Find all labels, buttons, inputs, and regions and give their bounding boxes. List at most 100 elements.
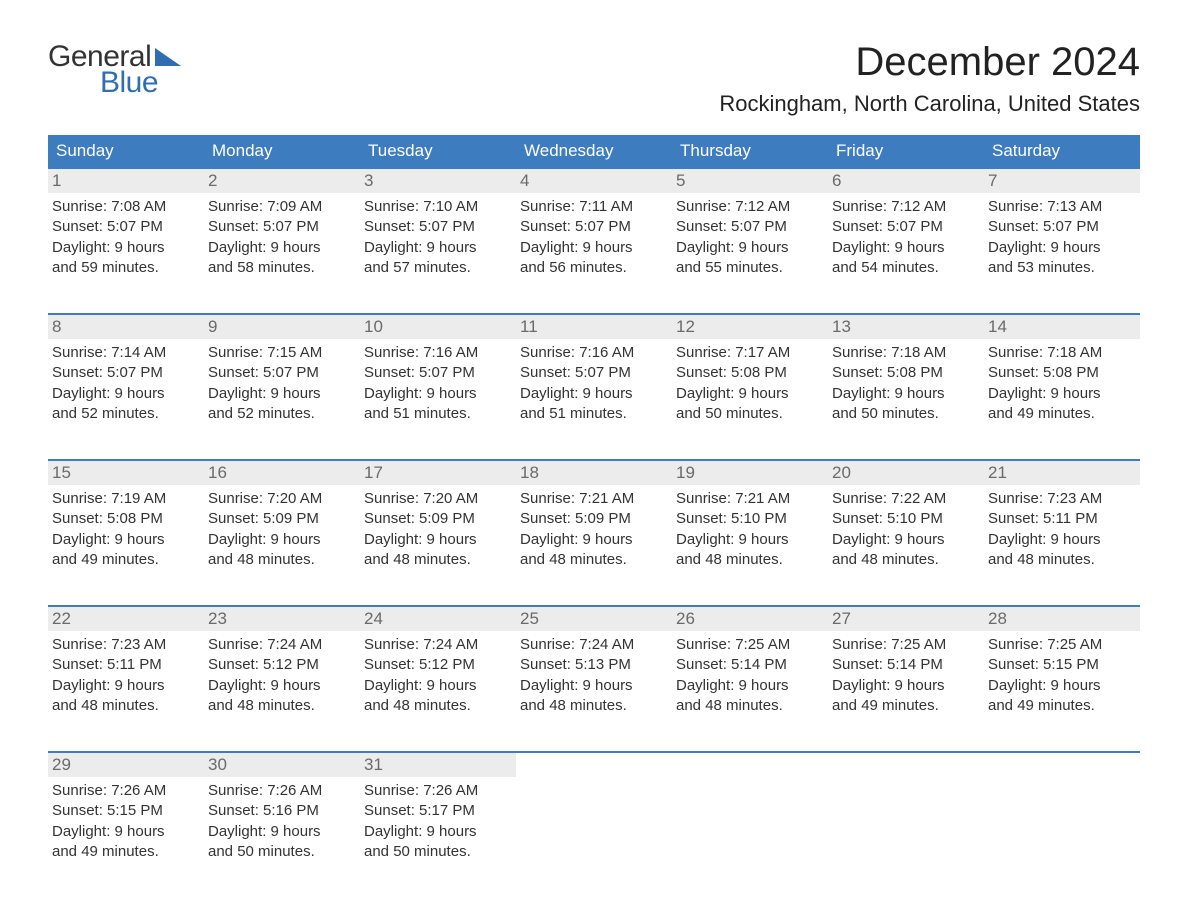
day-day2: and 48 minutes.	[676, 550, 824, 570]
day-sunrise: Sunrise: 7:25 AM	[832, 635, 980, 655]
day-day1: Daylight: 9 hours	[520, 384, 668, 404]
weeks-container: 1Sunrise: 7:08 AMSunset: 5:07 PMDaylight…	[48, 167, 1140, 879]
day-sunset: Sunset: 5:08 PM	[676, 363, 824, 383]
day-data: Sunrise: 7:19 AMSunset: 5:08 PMDaylight:…	[48, 485, 204, 574]
day-sunset: Sunset: 5:10 PM	[676, 509, 824, 529]
day-day1: Daylight: 9 hours	[676, 238, 824, 258]
day-day1: Daylight: 9 hours	[676, 676, 824, 696]
weekday-tue: Tuesday	[360, 135, 516, 167]
day-data: Sunrise: 7:25 AMSunset: 5:15 PMDaylight:…	[984, 631, 1140, 720]
day-day2: and 48 minutes.	[208, 696, 356, 716]
day-day1: Daylight: 9 hours	[676, 530, 824, 550]
day-number: 10	[360, 315, 516, 339]
day-day1: Daylight: 9 hours	[832, 530, 980, 550]
day-cell: 7Sunrise: 7:13 AMSunset: 5:07 PMDaylight…	[984, 169, 1140, 295]
day-sunset: Sunset: 5:07 PM	[52, 217, 200, 237]
day-day2: and 49 minutes.	[988, 404, 1136, 424]
day-sunset: Sunset: 5:14 PM	[832, 655, 980, 675]
day-data: Sunrise: 7:15 AMSunset: 5:07 PMDaylight:…	[204, 339, 360, 428]
logo: General Blue	[48, 40, 181, 100]
day-data: Sunrise: 7:16 AMSunset: 5:07 PMDaylight:…	[516, 339, 672, 428]
week-row: 22Sunrise: 7:23 AMSunset: 5:11 PMDayligh…	[48, 605, 1140, 733]
week-row: 15Sunrise: 7:19 AMSunset: 5:08 PMDayligh…	[48, 459, 1140, 587]
day-sunrise: Sunrise: 7:26 AM	[52, 781, 200, 801]
day-day1: Daylight: 9 hours	[52, 530, 200, 550]
day-data: Sunrise: 7:08 AMSunset: 5:07 PMDaylight:…	[48, 193, 204, 282]
day-data: Sunrise: 7:18 AMSunset: 5:08 PMDaylight:…	[828, 339, 984, 428]
day-cell: 22Sunrise: 7:23 AMSunset: 5:11 PMDayligh…	[48, 607, 204, 733]
day-sunset: Sunset: 5:11 PM	[52, 655, 200, 675]
day-data: Sunrise: 7:20 AMSunset: 5:09 PMDaylight:…	[360, 485, 516, 574]
calendar: Sunday Monday Tuesday Wednesday Thursday…	[48, 135, 1140, 879]
day-cell: 10Sunrise: 7:16 AMSunset: 5:07 PMDayligh…	[360, 315, 516, 441]
day-number: 9	[204, 315, 360, 339]
day-cell: 4Sunrise: 7:11 AMSunset: 5:07 PMDaylight…	[516, 169, 672, 295]
day-cell: 29Sunrise: 7:26 AMSunset: 5:15 PMDayligh…	[48, 753, 204, 879]
day-number: 6	[828, 169, 984, 193]
day-day2: and 55 minutes.	[676, 258, 824, 278]
week-row: 8Sunrise: 7:14 AMSunset: 5:07 PMDaylight…	[48, 313, 1140, 441]
day-day1: Daylight: 9 hours	[364, 238, 512, 258]
day-day2: and 50 minutes.	[832, 404, 980, 424]
day-day2: and 48 minutes.	[364, 696, 512, 716]
day-sunrise: Sunrise: 7:23 AM	[988, 489, 1136, 509]
day-sunset: Sunset: 5:07 PM	[208, 217, 356, 237]
day-sunset: Sunset: 5:07 PM	[364, 217, 512, 237]
day-sunset: Sunset: 5:13 PM	[520, 655, 668, 675]
day-cell: 31Sunrise: 7:26 AMSunset: 5:17 PMDayligh…	[360, 753, 516, 879]
day-number: 23	[204, 607, 360, 631]
day-day2: and 57 minutes.	[364, 258, 512, 278]
day-sunrise: Sunrise: 7:25 AM	[988, 635, 1136, 655]
day-data: Sunrise: 7:26 AMSunset: 5:15 PMDaylight:…	[48, 777, 204, 866]
day-sunrise: Sunrise: 7:20 AM	[208, 489, 356, 509]
day-cell: 13Sunrise: 7:18 AMSunset: 5:08 PMDayligh…	[828, 315, 984, 441]
week-spacer	[48, 295, 1140, 313]
day-day1: Daylight: 9 hours	[832, 384, 980, 404]
day-cell: 23Sunrise: 7:24 AMSunset: 5:12 PMDayligh…	[204, 607, 360, 733]
day-cell: 3Sunrise: 7:10 AMSunset: 5:07 PMDaylight…	[360, 169, 516, 295]
day-sunrise: Sunrise: 7:23 AM	[52, 635, 200, 655]
day-sunset: Sunset: 5:12 PM	[208, 655, 356, 675]
day-day2: and 54 minutes.	[832, 258, 980, 278]
day-day2: and 49 minutes.	[988, 696, 1136, 716]
day-cell	[516, 753, 672, 879]
day-day2: and 48 minutes.	[676, 696, 824, 716]
day-data: Sunrise: 7:12 AMSunset: 5:07 PMDaylight:…	[672, 193, 828, 282]
day-day2: and 49 minutes.	[52, 842, 200, 862]
day-sunrise: Sunrise: 7:17 AM	[676, 343, 824, 363]
day-day1: Daylight: 9 hours	[988, 530, 1136, 550]
day-sunset: Sunset: 5:11 PM	[988, 509, 1136, 529]
day-day2: and 52 minutes.	[52, 404, 200, 424]
day-data: Sunrise: 7:12 AMSunset: 5:07 PMDaylight:…	[828, 193, 984, 282]
day-sunrise: Sunrise: 7:10 AM	[364, 197, 512, 217]
day-data	[828, 777, 984, 785]
day-sunset: Sunset: 5:09 PM	[364, 509, 512, 529]
day-number: 8	[48, 315, 204, 339]
day-sunrise: Sunrise: 7:09 AM	[208, 197, 356, 217]
day-sunrise: Sunrise: 7:21 AM	[676, 489, 824, 509]
day-number: 11	[516, 315, 672, 339]
day-number: 24	[360, 607, 516, 631]
day-cell: 14Sunrise: 7:18 AMSunset: 5:08 PMDayligh…	[984, 315, 1140, 441]
day-cell: 12Sunrise: 7:17 AMSunset: 5:08 PMDayligh…	[672, 315, 828, 441]
day-sunrise: Sunrise: 7:24 AM	[520, 635, 668, 655]
day-number: 7	[984, 169, 1140, 193]
weekday-wed: Wednesday	[516, 135, 672, 167]
day-sunrise: Sunrise: 7:16 AM	[520, 343, 668, 363]
day-day2: and 48 minutes.	[520, 696, 668, 716]
day-data: Sunrise: 7:11 AMSunset: 5:07 PMDaylight:…	[516, 193, 672, 282]
day-number: 4	[516, 169, 672, 193]
day-cell: 30Sunrise: 7:26 AMSunset: 5:16 PMDayligh…	[204, 753, 360, 879]
day-data: Sunrise: 7:25 AMSunset: 5:14 PMDaylight:…	[828, 631, 984, 720]
week-spacer	[48, 587, 1140, 605]
day-sunset: Sunset: 5:09 PM	[520, 509, 668, 529]
day-number: 22	[48, 607, 204, 631]
day-number: 17	[360, 461, 516, 485]
day-cell: 17Sunrise: 7:20 AMSunset: 5:09 PMDayligh…	[360, 461, 516, 587]
day-data: Sunrise: 7:24 AMSunset: 5:13 PMDaylight:…	[516, 631, 672, 720]
day-number: 1	[48, 169, 204, 193]
day-sunset: Sunset: 5:07 PM	[988, 217, 1136, 237]
logo-text-blue: Blue	[100, 66, 181, 100]
day-data	[672, 777, 828, 785]
day-data: Sunrise: 7:23 AMSunset: 5:11 PMDaylight:…	[48, 631, 204, 720]
